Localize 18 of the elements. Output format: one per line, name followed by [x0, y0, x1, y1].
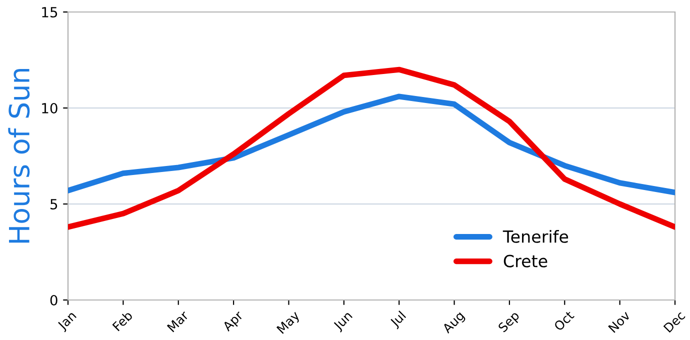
x-tick-label: Apr [222, 310, 246, 334]
x-tick-label: Jan [56, 310, 78, 332]
legend-label: Tenerife [502, 230, 568, 243]
y-tick-label: 0 [50, 294, 58, 306]
x-tick-label: Aug [442, 310, 466, 336]
x-tick-label: Mar [166, 310, 190, 332]
x-tick-label: Sep [498, 310, 522, 334]
x-tick-label: Oct [553, 310, 575, 332]
x-tick-label: Feb [112, 310, 134, 332]
y-tick-label: 10 [42, 102, 58, 114]
y-axis-title: Hours of Sun [8, 69, 30, 243]
x-tick-label: Jun [332, 310, 354, 332]
y-tick-label: 5 [50, 199, 58, 210]
y-tick-label: 15 [42, 7, 58, 18]
legend-label: Crete [504, 254, 548, 268]
x-tick-label: Dec [663, 310, 686, 333]
x-tick-label: Nov [608, 310, 631, 333]
x-tick-label: Jul [389, 310, 408, 330]
